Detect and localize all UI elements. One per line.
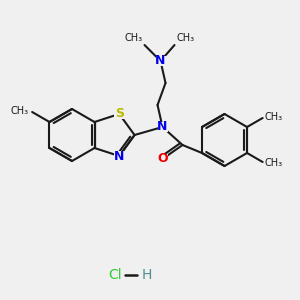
Text: CH₃: CH₃ bbox=[10, 106, 28, 116]
Text: CH₃: CH₃ bbox=[124, 33, 142, 43]
FancyBboxPatch shape bbox=[158, 154, 167, 164]
Text: N: N bbox=[114, 149, 124, 163]
FancyBboxPatch shape bbox=[114, 151, 124, 161]
Text: N: N bbox=[157, 121, 168, 134]
Text: CH₃: CH₃ bbox=[176, 33, 195, 43]
FancyBboxPatch shape bbox=[158, 122, 167, 132]
Text: CH₃: CH₃ bbox=[264, 112, 283, 122]
Text: N: N bbox=[155, 55, 166, 68]
Text: CH₃: CH₃ bbox=[264, 158, 283, 168]
Text: H: H bbox=[142, 268, 152, 282]
Text: O: O bbox=[157, 152, 168, 166]
Text: S: S bbox=[115, 107, 124, 121]
FancyBboxPatch shape bbox=[114, 109, 125, 119]
Text: Cl: Cl bbox=[108, 268, 122, 282]
FancyBboxPatch shape bbox=[155, 56, 166, 66]
